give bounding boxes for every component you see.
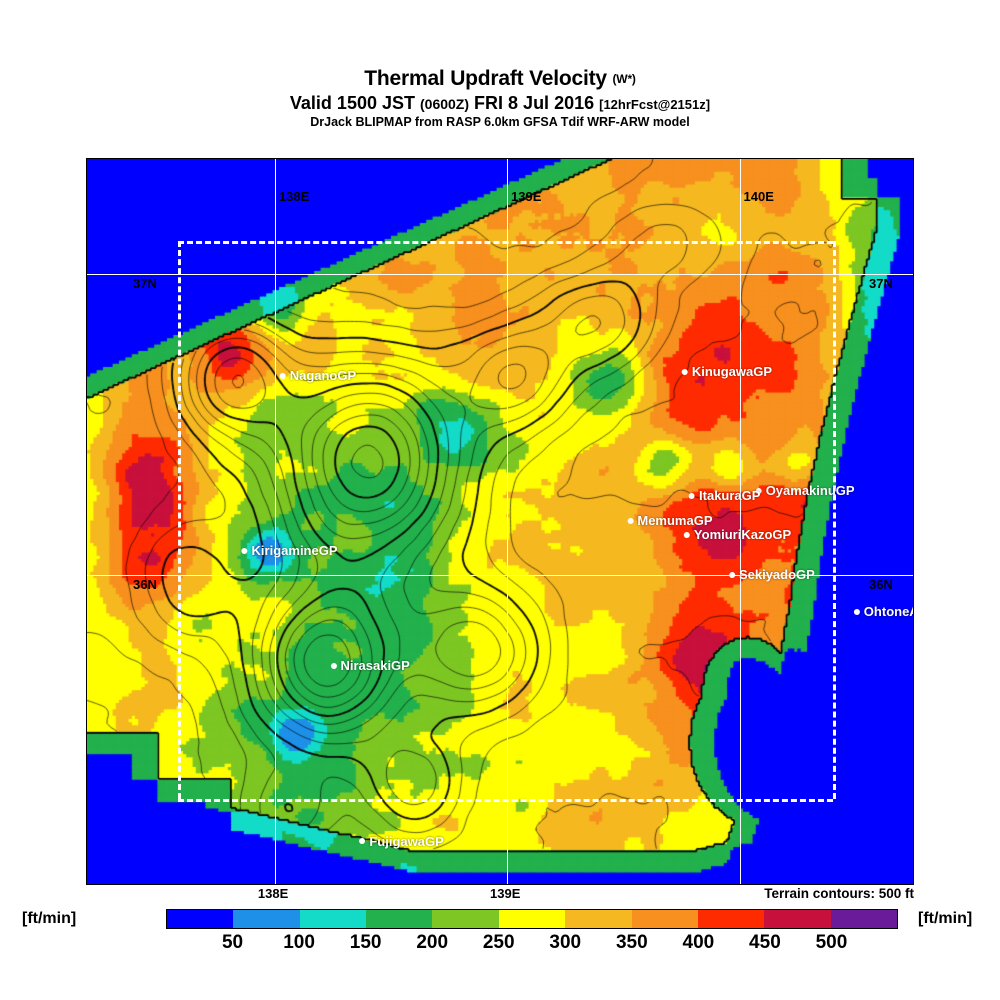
colorbar-tick-200: 200 [416, 932, 449, 953]
terrain-contour-note: Terrain contours: 500 ft [764, 886, 914, 901]
colorbar-legend: [ft/min] [ft/min] 50 100 150 200 250 300 350 40… [0, 905, 1000, 965]
colorbar-tick-400: 400 [682, 932, 715, 953]
model-source-line: DrJack BLIPMAP from RASP 6.0km GFSA Tdif… [310, 115, 690, 130]
colorbar-gradient [166, 909, 898, 929]
colorbar-band-1 [233, 910, 300, 928]
colorbar-band-4 [432, 910, 499, 928]
lon-label-bottom-138E: 138E [257, 886, 289, 901]
page-title: Thermal Updraft Velocity (W*) [0, 67, 1000, 91]
colorbar-band-9 [764, 910, 831, 928]
colorbar-band-6 [565, 910, 632, 928]
colorbar-band-8 [697, 910, 765, 928]
colorbar-band-3 [366, 910, 433, 928]
valid-time-jst: Valid 1500 JST [289, 92, 415, 113]
colorbar-unit-right: [ft/min] [918, 910, 973, 927]
valid-time-line: Valid 1500 JST (0600Z) FRI 8 Jul 2016 [1… [0, 92, 1000, 113]
colorbar-tick-150: 150 [349, 932, 382, 953]
map-field-canvas [87, 159, 913, 884]
colorbar-tick-300: 300 [549, 932, 582, 953]
colorbar-tick-250: 250 [482, 932, 515, 953]
colorbar-tick-450: 450 [749, 932, 781, 953]
forecast-map[interactable]: 138E 139E 140E 37N 36N 37N 36N NaganoGP Kinugawa… [86, 158, 914, 885]
main-title-text: Thermal Updraft Velocity [364, 67, 607, 90]
forecast-stamp: [12hrFcst@2151z] [599, 96, 711, 112]
valid-time-utc: (0600Z) [420, 95, 470, 112]
main-title-superscript: (W*) [612, 72, 636, 86]
colorbar-band-7 [631, 910, 698, 928]
colorbar-band-10 [830, 910, 897, 928]
valid-date: FRI 8 Jul 2016 [474, 92, 595, 113]
title-block: Thermal Updraft Velocity (W*) Valid 1500… [0, 67, 1000, 130]
colorbar-tick-50: 50 [221, 932, 244, 953]
colorbar-band-5 [498, 910, 566, 928]
colorbar-unit-left: [ft/min] [22, 910, 77, 927]
lon-label-bottom-139E: 139E [490, 886, 521, 901]
colorbar-band-2 [299, 910, 367, 928]
colorbar-band-0 [167, 910, 234, 928]
colorbar-tick-350: 350 [615, 932, 648, 953]
colorbar-tick-500: 500 [815, 932, 848, 953]
colorbar-tick-100: 100 [283, 932, 315, 953]
